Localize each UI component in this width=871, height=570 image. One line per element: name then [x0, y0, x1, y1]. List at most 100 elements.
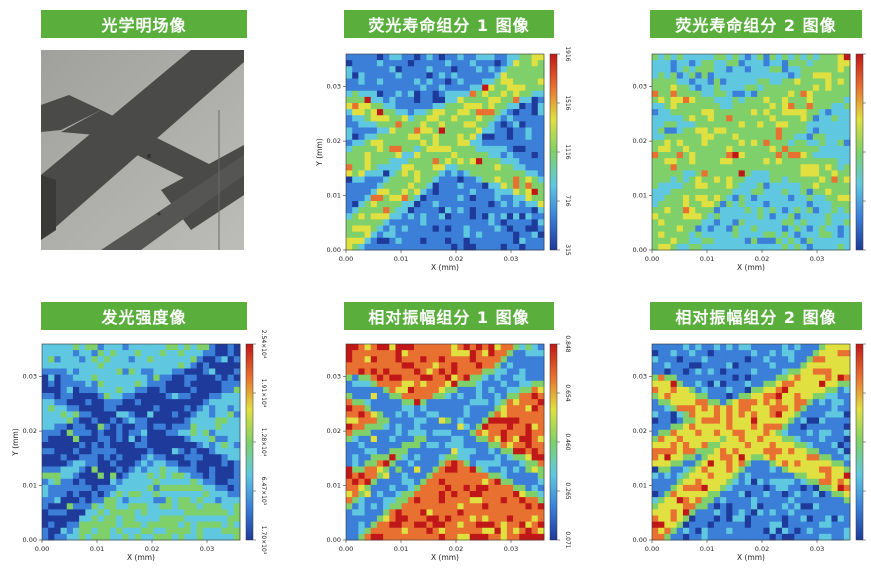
heatmap-cell	[658, 121, 665, 128]
heatmap-cell	[215, 528, 222, 535]
heatmap-cell	[396, 467, 403, 474]
heatmap-cell	[476, 418, 483, 425]
heatmap-cell	[122, 405, 129, 412]
heatmap-cell	[726, 103, 733, 110]
heatmap-cell	[191, 375, 198, 382]
heatmap-cell	[482, 460, 489, 467]
heatmap-cell	[702, 454, 709, 461]
heatmap-cell	[745, 146, 752, 153]
heatmap-cell	[476, 79, 483, 86]
heatmap-cell	[383, 103, 390, 110]
heatmap-cell	[153, 381, 160, 388]
heatmap-cell	[708, 387, 715, 394]
heatmap-cell	[532, 170, 539, 177]
heatmap-cell	[135, 516, 142, 523]
heatmap-cell	[770, 219, 777, 226]
heatmap-cell	[433, 430, 440, 437]
heatmap-cell	[825, 97, 832, 104]
heatmap-cell	[708, 393, 715, 400]
heatmap-cell	[664, 238, 671, 245]
heatmap-cell	[79, 430, 86, 437]
heatmap-cell	[664, 454, 671, 461]
heatmap-cell	[525, 91, 532, 98]
heatmap-cell	[426, 244, 433, 251]
heatmap-cell	[85, 369, 92, 376]
heatmap-cell	[770, 177, 777, 184]
heatmap-cell	[525, 158, 532, 165]
heatmap-cell	[54, 369, 61, 376]
heatmap-cell	[470, 115, 477, 122]
heatmap-cell	[695, 436, 702, 443]
heatmap-cell	[745, 232, 752, 239]
heatmap-cell	[788, 522, 795, 529]
heatmap-cell	[352, 497, 359, 504]
heatmap-cell	[825, 189, 832, 196]
heatmap-cell	[708, 66, 715, 73]
heatmap-cell	[538, 140, 545, 147]
heatmap-cell	[67, 534, 74, 541]
heatmap-cell	[116, 479, 123, 486]
heatmap-cell	[178, 528, 185, 535]
heatmap-cell	[61, 479, 68, 486]
heatmap-cell	[172, 387, 179, 394]
heatmap-cell	[457, 460, 464, 467]
heatmap-cell	[92, 442, 99, 449]
heatmap-cell	[433, 72, 440, 79]
heatmap-cell	[794, 85, 801, 92]
heatmap-cell	[408, 54, 415, 61]
heatmap-cell	[426, 128, 433, 135]
heatmap-cell	[495, 503, 502, 510]
heatmap-cell	[141, 369, 148, 376]
heatmap-cell	[838, 238, 845, 245]
heatmap-cell	[720, 201, 727, 208]
heatmap-cell	[770, 232, 777, 239]
heatmap-cell	[751, 485, 758, 492]
heatmap-cell	[807, 152, 814, 159]
heatmap-cell	[389, 405, 396, 412]
heatmap-cell	[695, 232, 702, 239]
heatmap-cell	[770, 121, 777, 128]
heatmap-cell	[664, 362, 671, 369]
heatmap-cell	[197, 344, 204, 351]
heatmap-cell	[507, 479, 514, 486]
heatmap-cell	[726, 522, 733, 529]
heatmap-cell	[389, 170, 396, 177]
heatmap-cell	[371, 442, 378, 449]
heatmap-cell	[352, 109, 359, 116]
heatmap-cell	[495, 424, 502, 431]
heatmap-cell	[782, 509, 789, 516]
heatmap-cell	[346, 128, 353, 135]
heatmap-cell	[671, 522, 678, 529]
heatmap-cell	[445, 177, 452, 184]
heatmap-cell	[532, 369, 539, 376]
heatmap-cell	[519, 411, 526, 418]
heatmap-cell	[383, 238, 390, 245]
heatmap-cell	[129, 411, 136, 418]
heatmap-cell	[495, 350, 502, 357]
heatmap-cell	[470, 534, 477, 541]
heatmap-cell	[451, 381, 458, 388]
heatmap-cell	[788, 393, 795, 400]
heatmap-cell	[689, 350, 696, 357]
heatmap-cell	[476, 522, 483, 529]
heatmap-cell	[426, 66, 433, 73]
heatmap-cell	[844, 238, 851, 245]
heatmap-cell	[488, 497, 495, 504]
heatmap-cell	[445, 97, 452, 104]
heatmap-cell	[420, 66, 427, 73]
heatmap-cell	[67, 405, 74, 412]
heatmap-cell	[457, 485, 464, 492]
heatmap-cell	[702, 375, 709, 382]
heatmap-cell	[98, 375, 105, 382]
heatmap-cell	[751, 232, 758, 239]
heatmap-cell	[439, 146, 446, 153]
heatmap-cell	[197, 491, 204, 498]
heatmap-cell	[352, 467, 359, 474]
heatmap-cell	[689, 219, 696, 226]
heatmap-cell	[482, 177, 489, 184]
heatmap-cell	[532, 485, 539, 492]
heatmap-cell	[844, 207, 851, 214]
heatmap-cell	[714, 350, 721, 357]
heatmap-cell	[470, 479, 477, 486]
heatmap-cell	[525, 72, 532, 79]
